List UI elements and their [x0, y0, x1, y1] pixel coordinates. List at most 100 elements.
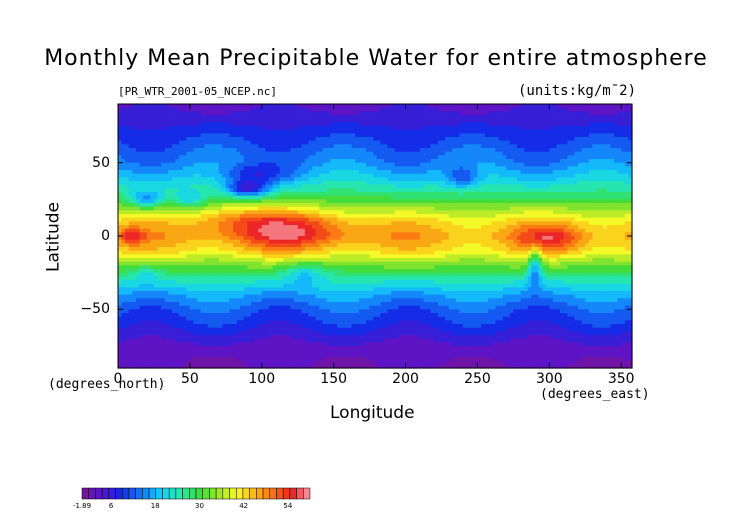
- heatmap-cell: [215, 327, 220, 332]
- heatmap-cell: [240, 181, 245, 186]
- heatmap-cell: [132, 228, 137, 233]
- heatmap-cell: [143, 360, 148, 365]
- heatmap-cell: [333, 324, 338, 329]
- heatmap-cell: [315, 276, 320, 281]
- heatmap-cell: [322, 162, 328, 167]
- heatmap-cell: [211, 232, 216, 237]
- heatmap-cell: [222, 269, 227, 274]
- heatmap-cell: [164, 320, 169, 325]
- heatmap-cell: [132, 206, 137, 211]
- heatmap-cell: [290, 294, 295, 299]
- heatmap-cell: [358, 173, 364, 178]
- heatmap-cell: [250, 287, 256, 292]
- heatmap-cell: [125, 298, 130, 303]
- heatmap-cell: [218, 269, 223, 274]
- heatmap-cell: [276, 327, 281, 332]
- heatmap-cell: [197, 364, 202, 369]
- heatmap-cell: [319, 126, 324, 131]
- heatmap-cell: [301, 214, 306, 219]
- heatmap-cell: [146, 214, 151, 219]
- heatmap-cell: [125, 269, 130, 274]
- heatmap-cell: [139, 342, 144, 347]
- heatmap-cell: [186, 195, 191, 200]
- heatmap-cell: [135, 151, 141, 156]
- heatmap-cell: [243, 228, 248, 233]
- heatmap-cell: [233, 316, 238, 321]
- heatmap-cell: [322, 349, 328, 354]
- heatmap-cell: [272, 210, 277, 215]
- heatmap-cell: [171, 360, 177, 365]
- heatmap-cell: [261, 305, 266, 310]
- heatmap-cell: [279, 155, 284, 160]
- heatmap-cell: [355, 104, 360, 109]
- heatmap-cell: [125, 236, 130, 241]
- heatmap-cell: [186, 302, 191, 307]
- heatmap-cell: [143, 162, 148, 167]
- heatmap-cell: [348, 107, 353, 112]
- heatmap-cell: [265, 280, 270, 285]
- heatmap-cell: [348, 265, 353, 270]
- heatmap-cell: [193, 181, 198, 186]
- heatmap-cell: [236, 283, 241, 288]
- heatmap-cell: [283, 320, 288, 325]
- heatmap-cell: [222, 291, 227, 296]
- heatmap-cell: [340, 269, 346, 274]
- heatmap-cell: [186, 309, 191, 314]
- heatmap-cell: [218, 159, 223, 164]
- heatmap-cell: [168, 144, 173, 149]
- heatmap-cell: [182, 115, 187, 120]
- heatmap-cell: [344, 126, 349, 131]
- heatmap-cell: [362, 118, 367, 123]
- heatmap-cell: [118, 203, 123, 208]
- heatmap-cell: [182, 324, 187, 329]
- heatmap-cell: [250, 265, 256, 270]
- heatmap-cell: [333, 236, 338, 241]
- heatmap-cell: [135, 206, 141, 211]
- heatmap-cell: [118, 107, 123, 112]
- heatmap-cell: [135, 243, 141, 248]
- heatmap-cell: [146, 298, 151, 303]
- heatmap-cell: [182, 265, 187, 270]
- heatmap-cell: [340, 353, 346, 358]
- heatmap-cell: [351, 269, 356, 274]
- heatmap-cell: [161, 115, 166, 120]
- heatmap-cell: [279, 360, 284, 365]
- heatmap-cell: [229, 181, 234, 186]
- heatmap-cell: [283, 338, 288, 343]
- heatmap-cell: [207, 243, 213, 248]
- heatmap-cell: [265, 313, 270, 318]
- heatmap-cell: [326, 287, 331, 292]
- heatmap-cell: [254, 313, 259, 318]
- heatmap-cell: [135, 360, 141, 365]
- heatmap-cell: [204, 144, 209, 149]
- heatmap-cell: [319, 144, 324, 149]
- heatmap-cell: [243, 111, 248, 116]
- heatmap-cell: [272, 151, 277, 156]
- heatmap-cell: [146, 177, 151, 182]
- heatmap-cell: [132, 166, 137, 171]
- heatmap-cell: [236, 327, 241, 332]
- heatmap-cell: [366, 170, 371, 175]
- heatmap-cell: [121, 173, 126, 178]
- heatmap-cell: [211, 243, 216, 248]
- heatmap-cell: [186, 305, 191, 310]
- heatmap-cell: [304, 335, 310, 340]
- heatmap-cell: [276, 184, 281, 189]
- heatmap-cell: [222, 324, 227, 329]
- heatmap-cell: [233, 184, 238, 189]
- heatmap-cell: [261, 287, 266, 292]
- heatmap-cell: [233, 272, 238, 277]
- heatmap-cell: [215, 302, 220, 307]
- heatmap-cell: [229, 324, 234, 329]
- heatmap-cell: [164, 254, 169, 259]
- heatmap-cell: [240, 232, 245, 237]
- heatmap-cell: [348, 199, 353, 204]
- heatmap-cell: [200, 236, 205, 241]
- heatmap-cell: [272, 104, 277, 109]
- heatmap-cell: [247, 115, 252, 120]
- heatmap-cell: [286, 243, 292, 248]
- heatmap-cell: [125, 302, 130, 307]
- heatmap-cell: [290, 353, 295, 358]
- heatmap-cell: [243, 221, 248, 226]
- heatmap-cell: [153, 272, 159, 277]
